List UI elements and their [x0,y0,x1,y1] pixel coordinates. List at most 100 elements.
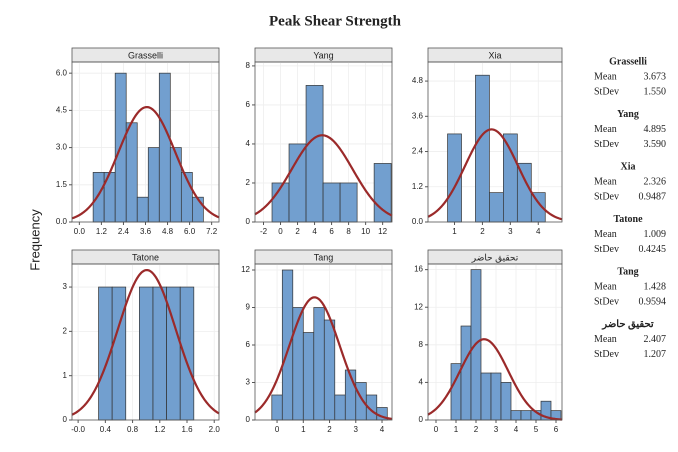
histogram-bar [92,172,105,223]
legend-stat-value: 1.428 [644,281,667,292]
legend-stat-value: 2.326 [644,176,667,187]
y-tick-label: 6 [246,100,251,109]
panel-title: تحقيق حاضر [471,252,519,263]
y-tick-label: 1.2 [412,182,424,191]
histogram-bar [480,372,492,421]
x-tick-label: 0 [275,425,280,434]
x-tick-label: 1 [452,227,457,236]
x-tick-label: 6.0 [184,227,196,236]
normal-curve [254,134,393,217]
legend-stat-label: StDev [594,191,619,202]
x-tick-label: 5 [534,425,539,434]
histogram-bar [139,286,154,421]
x-tick-label: 3 [354,425,359,434]
histogram-bar [323,319,336,421]
y-tick-label: 16 [414,265,423,274]
y-tick-label: 4 [246,139,251,148]
x-tick-label: 4.8 [162,227,174,236]
legend-stat-label: Mean [594,176,617,187]
x-tick-label: 12 [378,227,387,236]
x-tick-label: 2 [474,425,479,434]
histogram-bar [516,162,532,223]
histogram-bar [490,372,502,421]
y-tick-label: 6.0 [56,68,68,77]
legend-stat-label: Mean [594,334,617,345]
y-tick-label: 1 [63,371,68,380]
histogram-bar [475,74,490,223]
y-tick-label: 3.6 [412,111,424,120]
panel-title: Grasselli [128,50,163,60]
legend-stat-value: 4.895 [644,124,667,135]
y-tick-label: 0 [419,415,424,424]
histogram-bar [313,307,325,421]
legend-stat-value: 3.673 [644,71,667,82]
x-tick-label: 1.2 [154,425,166,434]
histogram-bar [158,72,171,223]
x-tick-label: 6 [329,227,334,236]
normal-curve [427,338,563,421]
histogram-bar [460,325,472,421]
histogram-bar [192,196,204,223]
legend-stat-label: Mean [594,281,617,292]
x-tick-label: 1 [454,425,459,434]
panel-title: Yang [313,50,333,60]
histogram-bar [281,269,294,421]
panel-title: Tatone [132,252,159,262]
histogram-bar [355,382,367,421]
normal-curve [71,268,220,416]
legend-stat-value: 1.207 [644,349,667,360]
x-tick-label: 0.8 [127,425,139,434]
histogram-bar [292,307,304,421]
y-tick-label: 8 [246,61,251,70]
x-tick-label: 4 [380,425,385,434]
x-tick-label: 1.2 [96,227,108,236]
x-tick-label: 1.6 [181,425,193,434]
x-tick-label: 8 [346,227,351,236]
legend-stat-label: StDev [594,349,619,360]
x-tick-label: 4 [312,227,317,236]
legend-stat-label: StDev [594,86,619,97]
x-tick-label: 0 [434,425,439,434]
y-tick-label: 0 [63,415,68,424]
histogram-bar [152,286,167,421]
y-tick-label: 4.5 [56,105,68,114]
histogram-bar [334,394,346,421]
x-tick-label: 7.2 [206,227,218,236]
legend-stat-label: StDev [594,296,619,307]
legend-stat-label: Mean [594,229,617,240]
y-tick-label: 6 [246,340,251,349]
x-tick-label: 2.0 [209,425,221,434]
x-tick-label: 2 [295,227,300,236]
histogram-bar [489,192,504,223]
y-tick-label: 2 [63,326,68,335]
legend-title: Tatone [613,214,643,225]
histogram-bar [288,143,307,223]
x-tick-label: 3 [508,227,513,236]
x-tick-label: 2 [327,425,332,434]
plot-frame [254,61,393,223]
normal-curve [254,296,393,421]
legend-stat-label: Mean [594,71,617,82]
histogram-bar [322,182,341,223]
histogram-bar [503,133,518,223]
plot-frame [71,263,220,421]
y-tick-label: 3 [63,282,68,291]
y-tick-label: 0 [246,217,251,226]
histogram-bar [179,286,195,421]
y-tick-label: 12 [414,302,423,311]
histogram-bar [339,182,358,223]
x-tick-label: 4 [536,227,541,236]
x-tick-label: 0.0 [74,227,86,236]
histogram-bar [500,382,512,421]
x-tick-label: 0 [278,227,283,236]
legend-stat-value: 0.4245 [639,244,667,255]
x-tick-label: 3.6 [140,227,152,236]
histogram-bar [136,196,149,223]
histogram-bar [125,122,138,223]
legend-stat-label: StDev [594,139,619,150]
panel-title: Tang [314,252,334,262]
y-tick-label: 0.0 [56,217,68,226]
legend-stat-value: 0.9594 [639,296,667,307]
legend-title: Grasselli [609,56,647,67]
